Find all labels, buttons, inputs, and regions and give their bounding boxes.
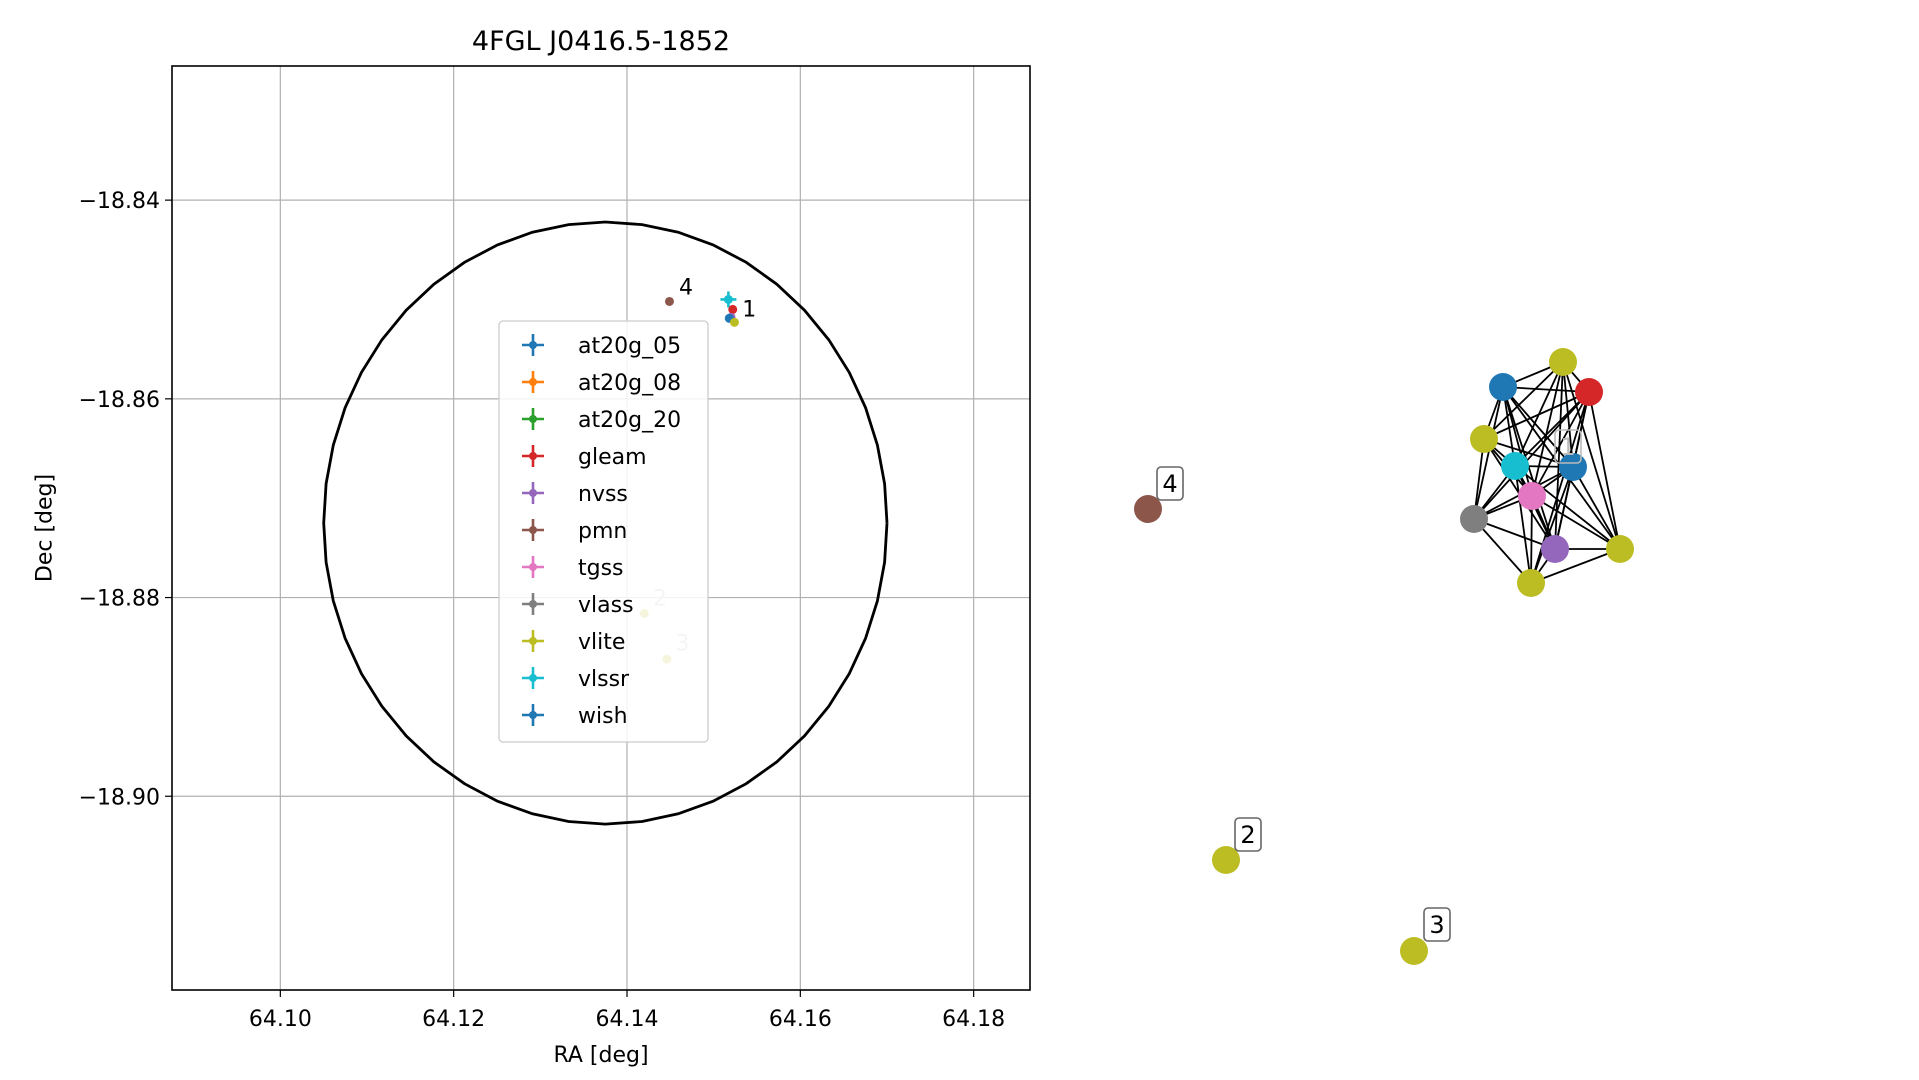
y-tick-label: −18.86: [79, 388, 160, 413]
legend-label: at20g_20: [578, 408, 681, 433]
point-annotation: 1: [742, 297, 756, 322]
legend-label: vlssr: [578, 667, 630, 692]
network-node-vlite_3: [1400, 937, 1428, 965]
legend-marker-dot: [529, 489, 537, 497]
network-node-at20g: [1559, 453, 1587, 481]
legend-marker-dot: [529, 378, 537, 386]
network-edge: [1473, 518, 1556, 550]
network-edge: [1502, 386, 1556, 550]
network-label: 3: [1429, 911, 1444, 939]
legend-marker-dot: [529, 711, 537, 719]
legend-marker-dot: [529, 600, 537, 608]
network-label: 4: [1162, 470, 1177, 498]
network-edge: [1554, 361, 1564, 550]
network-node-nvss: [1541, 535, 1569, 563]
network-edge: [1502, 386, 1590, 393]
point-annotation: 4: [679, 276, 693, 301]
network-label-box: [1423, 907, 1451, 942]
legend-marker-dot: [529, 526, 537, 534]
legend-marker-dot: [529, 341, 537, 349]
network-edge: [1514, 465, 1621, 550]
y-tick-label: −18.90: [79, 785, 160, 810]
network-labels: 1 4 2 3: [1156, 429, 1582, 942]
legend-label: gleam: [578, 445, 647, 470]
x-tick-label: 64.14: [596, 1007, 659, 1032]
axes-frame: [171, 65, 1031, 991]
network-edge: [1588, 391, 1621, 550]
network-node-vlite_a: [1549, 348, 1577, 376]
network-node-vlssr: [1501, 452, 1529, 480]
network-node-pmn: [1134, 495, 1162, 523]
point-pmn: [664, 296, 674, 306]
legend-marker-dot: [529, 563, 537, 571]
network-edge: [1502, 386, 1574, 468]
y-tick-label: −18.88: [79, 587, 160, 612]
legend-box: [498, 320, 709, 743]
network-edge: [1483, 361, 1564, 440]
network-node-vlite_d: [1517, 569, 1545, 597]
legend-marker-dot: [529, 415, 537, 423]
network-edge: [1483, 391, 1590, 440]
network-nodes: [1134, 348, 1634, 965]
network-edge: [1514, 465, 1532, 584]
network-label-box: [1156, 466, 1184, 501]
legend-marker-dot: [529, 452, 537, 460]
y-axis-ticks: −18.84 −18.86 −18.88 −18.90: [79, 189, 172, 810]
grid: [172, 66, 1030, 990]
point-vlssr: [723, 294, 733, 304]
network-node-vlite_2: [1212, 846, 1240, 874]
x-tick-label: 64.16: [769, 1007, 832, 1032]
y-axis-label: Dec [deg]: [33, 474, 58, 582]
error-ellipse-layer: [322, 220, 889, 826]
legend-label: at20g_08: [578, 371, 681, 396]
network-panel: 1 4 2 3: [1134, 348, 1634, 965]
network-node-tgss: [1518, 482, 1546, 510]
x-tick-label: 64.12: [422, 1007, 485, 1032]
network-edge: [1473, 391, 1590, 520]
network-edge: [1531, 391, 1590, 497]
x-axis-label: RA [deg]: [553, 1043, 648, 1068]
y-tick-label: −18.84: [79, 189, 160, 214]
network-edge: [1502, 386, 1533, 497]
network-label: 2: [1240, 821, 1255, 849]
x-tick-label: 64.10: [249, 1007, 312, 1032]
network-edge: [1531, 495, 1621, 550]
network-edge: [1531, 361, 1564, 497]
legend-label: at20g_05: [578, 334, 681, 359]
legend-marker-dot: [529, 637, 537, 645]
network-node-gleam: [1575, 378, 1603, 406]
legend-label: tgss: [578, 556, 624, 581]
network-label-box: [1554, 429, 1582, 464]
network-edge: [1530, 548, 1621, 584]
network-edge: [1473, 518, 1532, 584]
chart-title: 4FGL J0416.5-1852: [472, 26, 730, 57]
network-node-wish: [1489, 373, 1517, 401]
network-node-vlite_c: [1606, 535, 1634, 563]
network-edge: [1530, 391, 1590, 584]
point-gleam: [728, 304, 738, 314]
network-edge: [1473, 386, 1504, 520]
legend-label: pmn: [578, 519, 627, 544]
legend-label: wish: [578, 704, 628, 729]
network-label: 1: [1560, 433, 1575, 461]
x-tick-label: 64.18: [942, 1007, 1005, 1032]
network-edge: [1562, 361, 1621, 550]
point-vlite: [729, 317, 739, 327]
legend-label: vlass: [578, 593, 634, 618]
x-axis-ticks: 64.10 64.12 64.14 64.16 64.18: [249, 990, 1005, 1032]
network-node-vlass: [1460, 505, 1488, 533]
network-label-box: [1234, 817, 1262, 852]
legend-label: nvss: [578, 482, 628, 507]
legend-label: vlite: [578, 630, 625, 655]
legend-marker-dot: [529, 674, 537, 682]
network-node-vlite_b: [1470, 425, 1498, 453]
network-edge: [1530, 466, 1574, 584]
network-edge: [1572, 466, 1621, 550]
error-ellipse: [322, 220, 889, 826]
